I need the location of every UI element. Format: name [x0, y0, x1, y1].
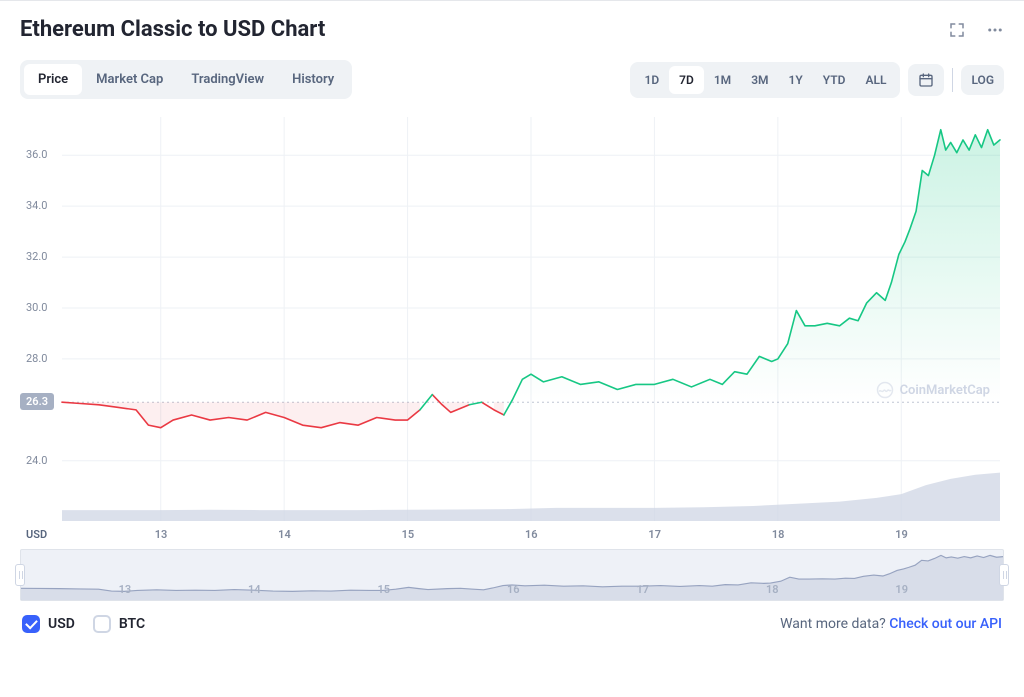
- y-tick-label: 24.0: [26, 454, 47, 467]
- api-link[interactable]: Check out our API: [889, 616, 1002, 632]
- x-tick-label: 15: [402, 528, 415, 541]
- tab-marketcap[interactable]: Market Cap: [82, 64, 177, 95]
- mini-x-tick: 19: [895, 583, 908, 596]
- tab-history[interactable]: History: [278, 64, 348, 95]
- range-handle-left[interactable]: [15, 564, 25, 586]
- legend-btc-label: BTC: [119, 616, 145, 632]
- price-chart[interactable]: CoinMarketCap USD 24.026.328.030.032.034…: [20, 111, 1004, 543]
- y-axis-unit: USD: [26, 528, 47, 541]
- y-tick-label: 30.0: [26, 301, 47, 314]
- legend-usd-label: USD: [48, 616, 75, 632]
- mini-x-tick: 17: [636, 583, 649, 596]
- x-tick-label: 16: [525, 528, 538, 541]
- range-3m[interactable]: 3M: [741, 66, 778, 94]
- x-tick-label: 19: [895, 528, 908, 541]
- api-cta: Want more data? Check out our API: [780, 616, 1002, 632]
- range-1y[interactable]: 1Y: [779, 66, 813, 94]
- more-icon[interactable]: [986, 21, 1004, 39]
- range-ytd[interactable]: YTD: [813, 66, 856, 94]
- range-7d[interactable]: 7D: [669, 66, 704, 94]
- legend-usd[interactable]: USD: [22, 615, 75, 633]
- expand-icon[interactable]: [948, 21, 966, 39]
- mini-x-tick: 13: [119, 583, 132, 596]
- page-title: Ethereum Classic to USD Chart: [20, 17, 325, 42]
- tab-price[interactable]: Price: [24, 64, 82, 95]
- y-tick-label: 36.0: [26, 148, 47, 161]
- checkbox-btc[interactable]: [93, 615, 111, 633]
- range-1m[interactable]: 1M: [704, 66, 741, 94]
- mini-x-tick: 14: [248, 583, 261, 596]
- calendar-button[interactable]: [908, 64, 944, 96]
- checkbox-usd[interactable]: [22, 615, 40, 633]
- y-tick-label: 34.0: [26, 199, 47, 212]
- chart-mode-tabs: Price Market Cap TradingView History: [20, 60, 352, 99]
- mini-x-tick: 16: [507, 583, 520, 596]
- time-range-group: 1D 7D 1M 3M 1Y YTD ALL: [630, 62, 900, 98]
- range-all[interactable]: ALL: [855, 66, 896, 94]
- log-toggle[interactable]: LOG: [961, 65, 1004, 95]
- y-tick-label: 28.0: [26, 352, 47, 365]
- separator: [952, 68, 953, 92]
- x-tick-label: 17: [648, 528, 661, 541]
- range-navigator[interactable]: 13 14 15 16 17 18 19: [20, 549, 1004, 601]
- x-tick-label: 13: [155, 528, 168, 541]
- tab-tradingview[interactable]: TradingView: [177, 64, 278, 95]
- start-value-badge: 26.3: [20, 393, 54, 410]
- y-tick-label: 32.0: [26, 250, 47, 263]
- mini-x-tick: 18: [766, 583, 779, 596]
- mini-x-tick: 15: [378, 583, 391, 596]
- x-tick-label: 14: [278, 528, 291, 541]
- x-tick-label: 18: [772, 528, 785, 541]
- range-handle-right[interactable]: [999, 564, 1009, 586]
- legend-btc[interactable]: BTC: [93, 615, 145, 633]
- range-1d[interactable]: 1D: [634, 66, 669, 94]
